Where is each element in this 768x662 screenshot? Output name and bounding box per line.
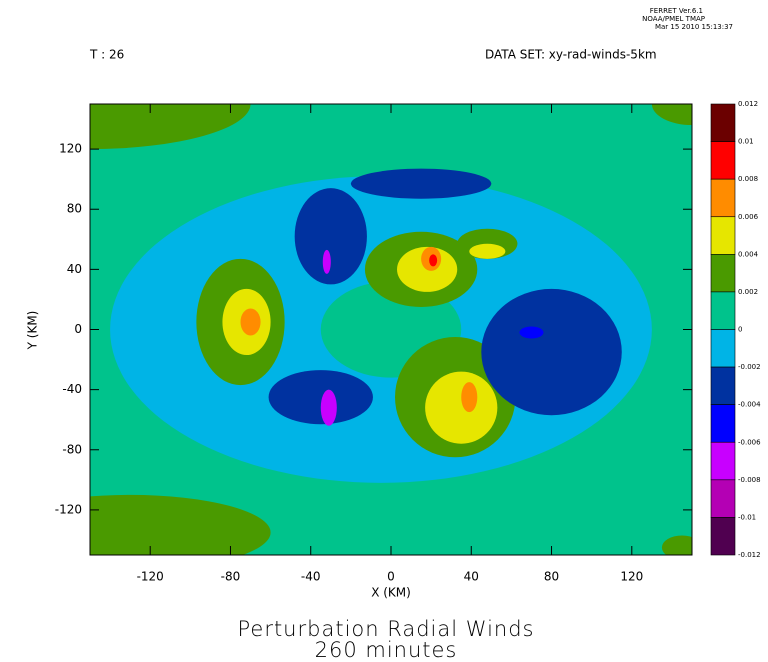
time-label: T : 26 [89,48,124,62]
y-tick-label: 120 [59,142,82,156]
colorbar-band [710,479,736,518]
contour-region [322,249,331,274]
colorbar-label: -0.01 [738,513,756,521]
contour-region [661,535,692,555]
x-tick-label: -80 [221,570,241,584]
colorbar-band [710,103,736,142]
colorbar-label: 0 [738,326,742,334]
contour-region [425,371,498,444]
x-tick-label: 0 [387,570,395,584]
colorbar-label: -0.012 [738,551,761,559]
contour-region [90,104,251,150]
x-tick-label: 80 [544,570,559,584]
colorbar-band [710,178,736,218]
contour-region [350,168,492,199]
colorbar-label: 0.008 [738,175,758,183]
colorbar-band [710,441,736,481]
chart-title: Perturbation Radial Winds [237,617,534,641]
contour-region [240,308,261,336]
contour-region [429,254,438,267]
contour-region [481,288,622,416]
colorbar-label: 0.002 [738,288,758,296]
colorbar-band [710,329,736,368]
colorbar-label: 0.012 [738,100,758,108]
y-tick-label: 40 [67,262,82,276]
contour-region [320,389,337,426]
y-tick-label: 80 [67,202,82,216]
colorbar-label: 0.006 [738,213,759,221]
y-tick-label: 0 [74,322,82,336]
dataset-label: DATA SET: xy-rad-winds-5km [485,48,657,62]
x-tick-label: -120 [137,570,164,584]
y-tick-label: -120 [55,502,82,516]
colorbar-band [710,216,736,255]
y-axis-label: Y (KM) [26,311,40,351]
contour-region [461,382,478,413]
contour-region [90,494,271,555]
chart-subtitle: 260 minutes [315,638,458,662]
stamp-line: NOAA/PMEL TMAP [642,15,705,23]
colorbar-label: 0.004 [738,250,759,258]
contour-region [469,243,506,259]
contour-region [519,326,544,339]
x-axis-label: X (KM) [371,586,411,600]
colorbar-label: -0.002 [738,363,761,371]
colorbar-label: -0.004 [738,401,761,409]
colorbar-band [710,517,736,556]
contour-region [294,188,367,285]
colorbar-label: -0.006 [738,438,761,446]
stamp-line: Mar 15 2010 15:13:37 [655,23,733,31]
stamp-line: FERRET Ver.6.1 [650,7,703,15]
y-tick-label: -40 [62,382,82,396]
x-tick-label: -40 [301,570,321,584]
contour-region [651,104,692,126]
colorbar-band [710,254,736,293]
y-tick-label: -80 [62,442,82,456]
colorbar-band [710,366,736,405]
contour-region [268,370,373,425]
colorbar-band [710,404,736,443]
x-tick-label: 40 [464,570,479,584]
colorbar-band [710,141,736,180]
colorbar-band [710,291,736,330]
field [90,104,692,555]
colorbar-label: 0.01 [738,138,754,146]
colorbar-label: -0.008 [738,476,761,484]
x-tick-label: 120 [620,570,643,584]
